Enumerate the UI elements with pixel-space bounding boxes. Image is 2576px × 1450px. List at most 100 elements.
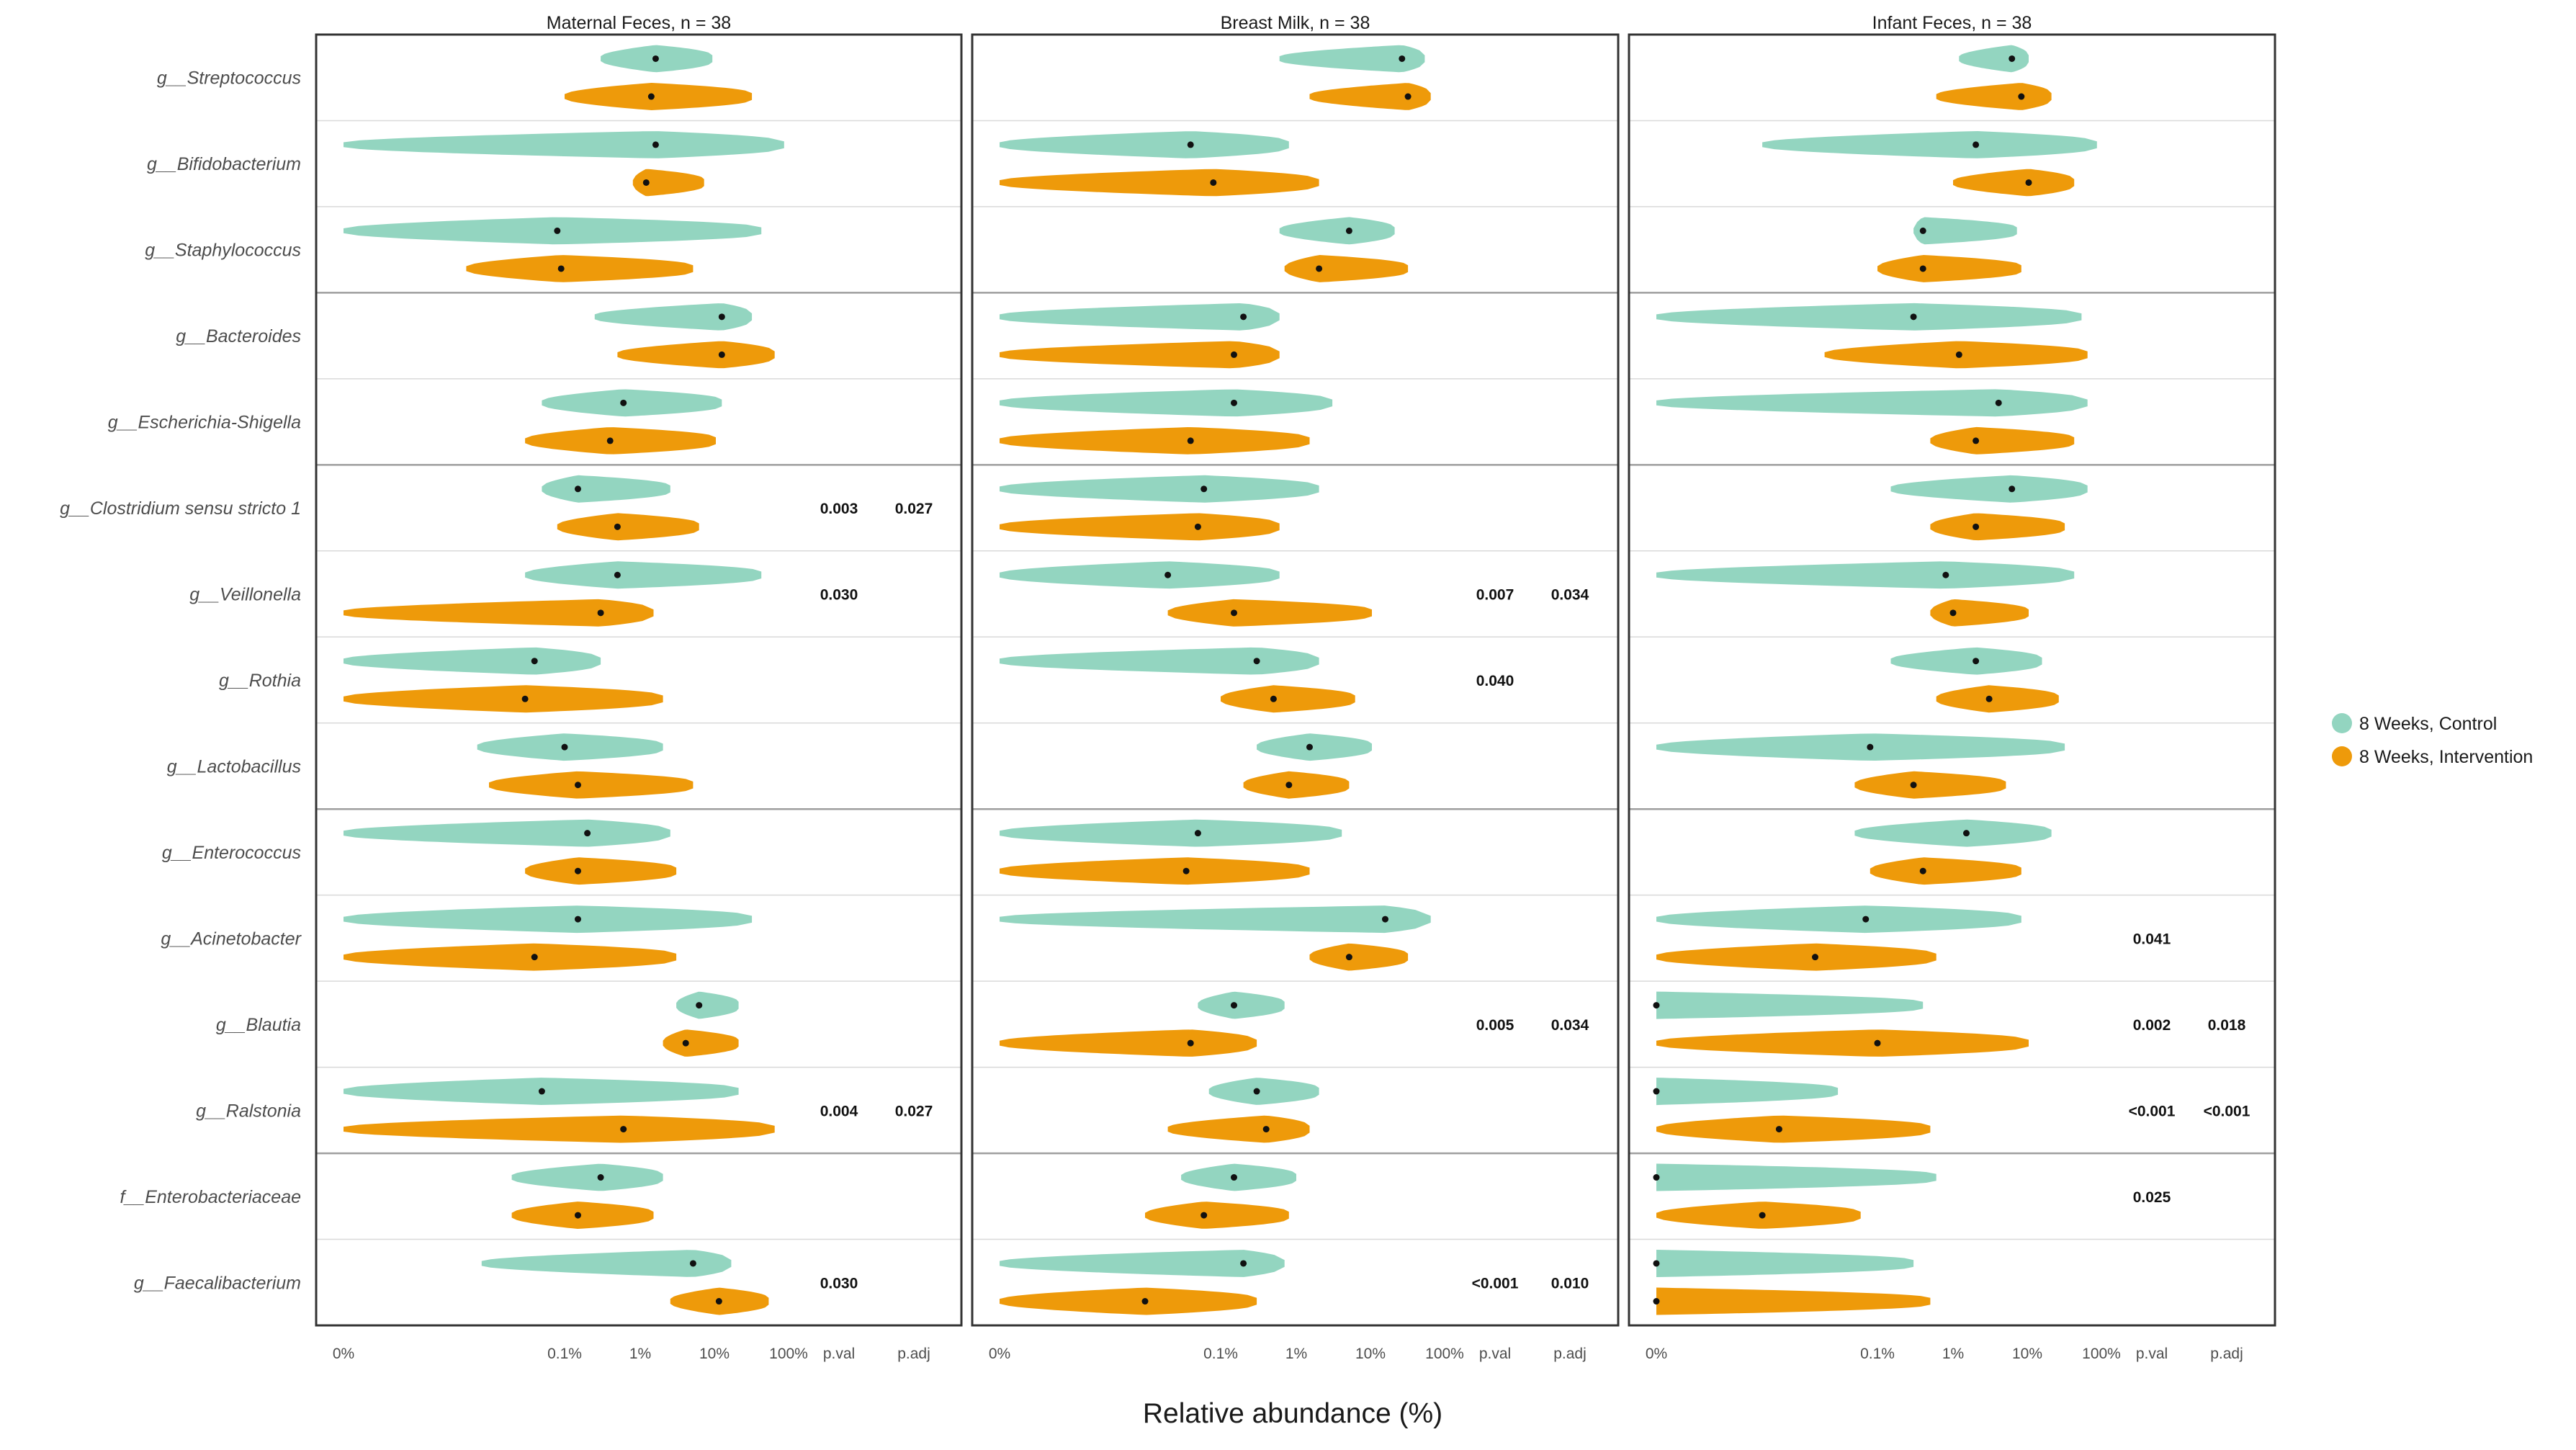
violin-control <box>525 561 762 589</box>
median-point <box>1141 1298 1149 1305</box>
x-tick-label: 10% <box>2012 1346 2042 1362</box>
median-point <box>642 179 650 186</box>
taxon-label: g__Bifidobacterium <box>147 154 301 174</box>
violin-control <box>481 1250 732 1277</box>
violin-intervention <box>1930 426 2075 455</box>
violin-control <box>1656 561 2075 589</box>
violin-control <box>1208 1078 1319 1105</box>
median-point <box>1187 1039 1194 1047</box>
median-point <box>689 1260 696 1267</box>
median-point <box>1973 437 1980 444</box>
median-point <box>574 782 581 789</box>
x-tick-label: 0% <box>333 1346 354 1362</box>
violin-control <box>1000 389 1333 417</box>
x-tick-label: 0.1% <box>1203 1346 1238 1362</box>
median-point <box>1995 399 2002 406</box>
violin-intervention <box>1243 771 1350 799</box>
violin-control <box>542 475 670 503</box>
p-val-header: p.val <box>2136 1346 2168 1362</box>
p-val-value: 0.004 <box>820 1103 858 1119</box>
violin-intervention <box>344 1115 775 1143</box>
median-point <box>1230 1174 1237 1181</box>
median-point <box>1306 743 1313 751</box>
median-point <box>1240 1260 1247 1267</box>
violin-intervention <box>1000 341 1280 369</box>
violin-intervention <box>466 255 694 282</box>
median-point <box>1316 265 1323 272</box>
median-point <box>715 1298 722 1305</box>
violin-control <box>1279 45 1425 73</box>
median-point <box>2009 485 2016 493</box>
taxon-label: g__Escherichia-Shigella <box>108 413 301 433</box>
violin-control <box>1890 475 2088 503</box>
median-point <box>557 265 565 272</box>
median-point <box>1653 1088 1660 1095</box>
violin-control <box>1656 733 2065 761</box>
p-val-value: 0.002 <box>2133 1017 2171 1034</box>
x-tick-label: 1% <box>1285 1346 1307 1362</box>
median-point <box>647 93 655 100</box>
violin-intervention <box>1309 83 1431 110</box>
violin-control <box>1198 991 1285 1019</box>
median-point <box>584 830 591 837</box>
violin-intervention <box>511 1201 654 1229</box>
violin-intervention <box>1000 1029 1257 1057</box>
median-point <box>1210 179 1217 186</box>
violin-control <box>1000 819 1342 847</box>
median-point <box>718 351 725 358</box>
violin-control <box>1656 1250 1914 1277</box>
p-adj-header: p.adj <box>897 1346 930 1362</box>
taxon-label: g__Staphylococcus <box>145 241 301 261</box>
median-point <box>696 1002 703 1009</box>
violin-intervention <box>1656 1029 2029 1057</box>
violin-intervention <box>1000 169 1319 197</box>
violin-intervention <box>489 771 694 799</box>
median-point <box>2025 179 2032 186</box>
median-point <box>1874 1039 1881 1047</box>
median-point <box>1653 1174 1660 1181</box>
x-tick-label: 0.1% <box>1860 1346 1895 1362</box>
median-point <box>1240 313 1247 321</box>
x-tick-label: 0% <box>1646 1346 1667 1362</box>
violin-intervention <box>1000 857 1310 885</box>
violin-intervention <box>1870 857 2021 885</box>
violin-control <box>1959 45 2029 73</box>
x-tick-label: 100% <box>1425 1346 1464 1362</box>
violin-control <box>1656 389 2088 417</box>
median-point <box>1919 227 1926 234</box>
median-point <box>1404 93 1412 100</box>
median-point <box>1867 743 1874 751</box>
median-point <box>531 954 538 961</box>
violin-intervention <box>1953 169 2075 197</box>
violin-intervention <box>1000 1287 1257 1315</box>
violin-intervention <box>1145 1201 1289 1229</box>
facet-title: Infant Feces, n = 38 <box>1872 13 2032 33</box>
violin-control <box>1000 475 1319 503</box>
median-point <box>1182 867 1190 874</box>
p-val-value: <0.001 <box>2129 1103 2176 1119</box>
violin-control <box>1000 905 1431 934</box>
x-tick-label: 0% <box>989 1346 1010 1362</box>
median-point <box>1910 313 1917 321</box>
facet-title: Breast Milk, n = 38 <box>1221 13 1370 33</box>
p-val-value: 0.005 <box>1476 1017 1514 1034</box>
violin-intervention <box>663 1029 739 1057</box>
violin-intervention <box>1930 599 2029 627</box>
median-point <box>531 658 538 665</box>
taxon-label: g__Veillonella <box>189 585 301 605</box>
p-val-value: 0.003 <box>820 501 858 517</box>
median-point <box>1187 141 1194 148</box>
violin-intervention <box>565 83 753 110</box>
median-point <box>1194 830 1201 837</box>
p-adj-value: 0.034 <box>1551 1017 1589 1034</box>
taxon-label: f__Enterobacteriaceae <box>120 1187 301 1207</box>
x-tick-label: 10% <box>1355 1346 1386 1362</box>
median-point <box>614 523 621 530</box>
violin-control <box>1656 991 1924 1019</box>
violin-control <box>594 303 753 331</box>
median-point <box>1919 867 1926 874</box>
p-val-value: 0.025 <box>2133 1189 2171 1206</box>
median-point <box>1381 916 1388 923</box>
taxon-label: g__Clostridium sensu stricto 1 <box>60 498 301 519</box>
